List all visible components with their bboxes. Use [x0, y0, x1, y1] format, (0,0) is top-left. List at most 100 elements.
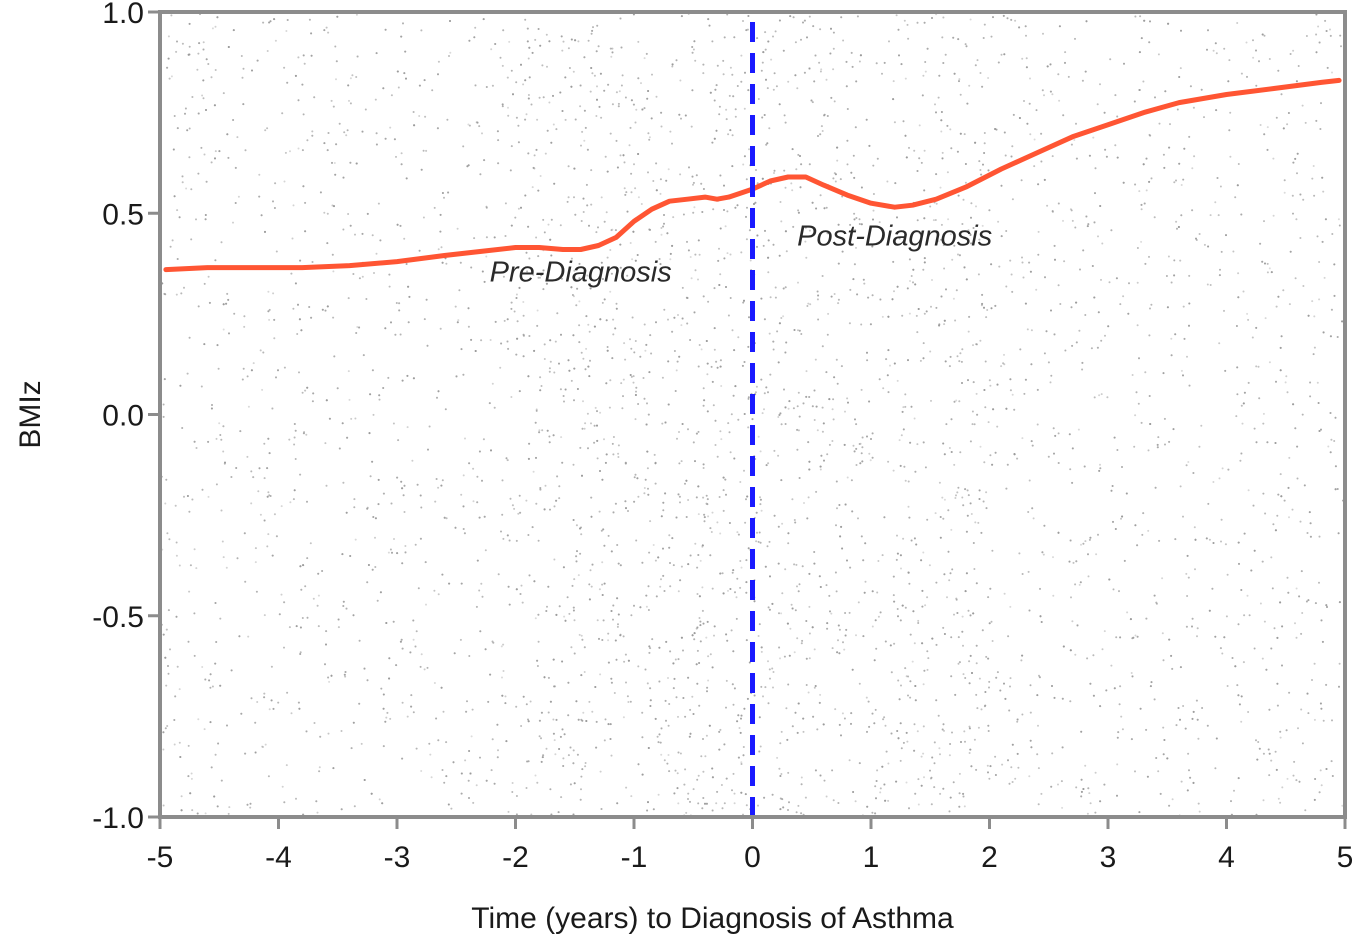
scatter-point	[1247, 711, 1250, 713]
scatter-point	[850, 51, 853, 54]
scatter-point	[884, 640, 887, 643]
scatter-point	[702, 770, 705, 773]
scatter-point	[1295, 218, 1298, 221]
scatter-point	[934, 219, 937, 221]
scatter-point	[417, 587, 420, 590]
scatter-point	[1262, 422, 1265, 425]
scatter-point	[858, 60, 861, 63]
scatter-point	[1268, 267, 1271, 270]
scatter-point	[863, 282, 866, 285]
scatter-point	[881, 315, 884, 318]
scatter-point	[637, 40, 640, 43]
scatter-point	[794, 41, 797, 44]
scatter-point	[976, 59, 979, 62]
scatter-point	[647, 487, 649, 490]
scatter-point	[649, 647, 652, 650]
scatter-point	[1180, 780, 1183, 783]
scatter-point	[1333, 440, 1336, 442]
scatter-point	[971, 423, 974, 426]
scatter-point	[985, 655, 988, 658]
scatter-point	[1052, 556, 1054, 559]
scatter-point	[1313, 194, 1316, 197]
scatter-point	[878, 221, 881, 224]
scatter-point	[955, 399, 958, 402]
scatter-point	[733, 802, 736, 805]
scatter-point	[232, 119, 235, 121]
scatter-point	[948, 365, 951, 368]
scatter-point	[535, 409, 538, 412]
scatter-point	[491, 382, 494, 385]
scatter-point	[697, 802, 700, 805]
scatter-point	[690, 277, 693, 280]
scatter-point	[167, 609, 170, 612]
scatter-point	[456, 227, 459, 230]
scatter-point	[888, 40, 890, 43]
scatter-point	[280, 505, 283, 508]
scatter-point	[266, 50, 269, 52]
scatter-point	[1120, 715, 1123, 718]
scatter-point	[1098, 469, 1101, 472]
scatter-point	[1176, 108, 1179, 111]
scatter-point	[242, 367, 245, 370]
scatter-point	[319, 191, 322, 194]
scatter-point	[463, 532, 466, 535]
scatter-point	[689, 256, 692, 258]
scatter-point	[607, 661, 610, 664]
scatter-point	[511, 782, 514, 784]
scatter-point	[585, 183, 588, 186]
scatter-point	[803, 19, 806, 22]
scatter-point	[355, 13, 358, 16]
scatter-point	[1338, 685, 1340, 688]
scatter-point	[946, 596, 948, 599]
scatter-point	[731, 329, 734, 332]
scatter-point	[817, 318, 820, 321]
scatter-point	[1119, 685, 1122, 688]
scatter-point	[188, 336, 191, 339]
scatter-point	[783, 169, 786, 172]
scatter-point	[343, 131, 346, 134]
scatter-point	[908, 258, 911, 261]
scatter-point	[1207, 502, 1210, 505]
scatter-point	[691, 46, 694, 48]
scatter-point	[1307, 712, 1310, 715]
scatter-point	[757, 98, 760, 100]
scatter-point	[590, 32, 593, 35]
scatter-point	[966, 489, 969, 492]
scatter-point	[809, 303, 812, 306]
scatter-point	[702, 295, 705, 298]
scatter-point	[791, 189, 794, 192]
scatter-point	[1182, 374, 1184, 377]
scatter-point	[716, 366, 719, 369]
scatter-point	[861, 446, 864, 449]
scatter-point	[1323, 276, 1326, 279]
scatter-point	[768, 332, 771, 335]
scatter-point	[289, 501, 292, 504]
scatter-point	[749, 259, 752, 262]
scatter-point	[833, 100, 836, 103]
scatter-point	[737, 336, 740, 339]
scatter-point	[1191, 625, 1193, 628]
scatter-point	[502, 29, 505, 32]
scatter-point	[846, 397, 849, 400]
scatter-point	[510, 69, 513, 72]
scatter-point	[1089, 802, 1092, 805]
scatter-point	[193, 654, 196, 657]
scatter-point	[693, 206, 696, 209]
scatter-point	[1136, 324, 1139, 327]
scatter-point	[564, 118, 567, 121]
scatter-point	[908, 312, 911, 315]
scatter-point	[180, 292, 183, 295]
scatter-point	[798, 583, 801, 586]
scatter-point	[325, 484, 328, 487]
scatter-point	[1301, 742, 1304, 745]
scatter-point	[671, 142, 673, 145]
scatter-point	[448, 55, 450, 57]
scatter-point	[420, 770, 423, 772]
scatter-point	[1024, 25, 1027, 28]
scatter-point	[1276, 514, 1279, 517]
scatter-point	[938, 747, 941, 750]
scatter-point	[1115, 636, 1118, 639]
scatter-point	[647, 493, 650, 496]
scatter-point	[654, 559, 657, 562]
scatter-point	[1255, 441, 1258, 444]
